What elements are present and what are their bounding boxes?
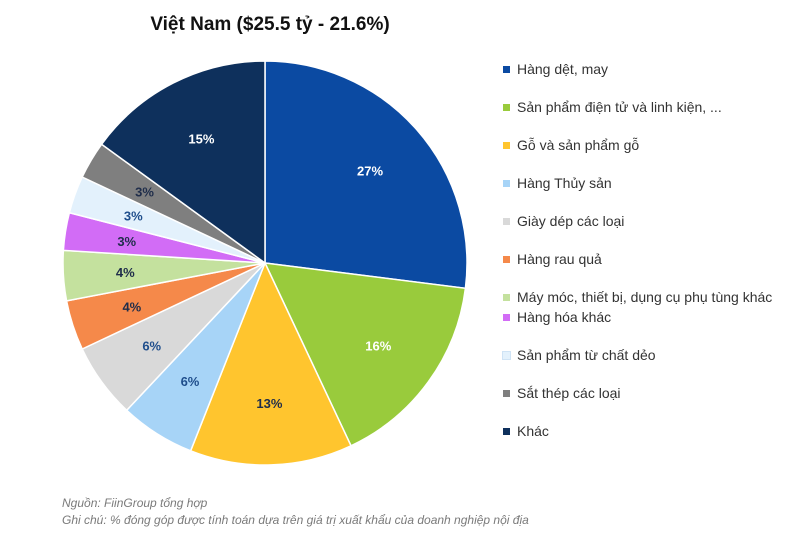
legend-item-2: Sản phẩm điện tử và linh kiện, ... (503, 98, 788, 116)
legend-swatch (503, 294, 510, 301)
legend-swatch (503, 314, 510, 321)
legend-label: Hàng dệt, may (517, 61, 609, 77)
slice-value-label-5: 6% (142, 338, 161, 353)
legend-item-8: Hàng hóa khác (503, 308, 788, 326)
legend-label: Khác (517, 423, 549, 439)
pie-slices (62, 60, 468, 466)
legend-item-11: Khác (503, 422, 788, 440)
legend-item-9: Sản phẩm từ chất dẻo (502, 346, 788, 364)
legend-item-4: Hàng Thủy sản (503, 174, 788, 192)
legend-swatch (503, 66, 510, 73)
legend-swatch (503, 180, 510, 187)
legend-swatch (503, 256, 510, 263)
legend-item-1: Hàng dệt, may (503, 60, 788, 78)
pie-slice-2 (263, 262, 467, 447)
slice-value-label-10: 3% (135, 185, 154, 200)
legend-label: Sản phẩm điện tử và linh kiện, ... (517, 99, 722, 115)
legend-label: Sản phẩm từ chất dẻo (517, 347, 656, 363)
legend-label: Máy móc, thiết bị, dụng cụ phụ tùng khác (517, 289, 773, 305)
legend-label: Gỗ và sản phẩm gỗ (517, 137, 640, 153)
legend-swatch (502, 351, 511, 360)
slice-value-label-2: 16% (365, 338, 391, 353)
slice-value-label-4: 6% (181, 374, 200, 389)
legend-label: Hàng hóa khác (517, 309, 612, 325)
slice-value-label-1: 27% (357, 163, 383, 178)
pie-chart: 27% 16% 13% 6% 6% 4% 4% 3% 3% 3% 15% (62, 60, 468, 466)
pie-slice-labels: 27% 16% 13% 6% 6% 4% 4% 3% 3% 3% 15% (116, 131, 392, 411)
legend-item-5: Giày dép các loại (503, 212, 788, 230)
pie-slice-3 (189, 261, 353, 466)
chart-title: Việt Nam ($25.5 tỷ - 21.6%) (150, 14, 390, 35)
legend-swatch (503, 390, 510, 397)
slice-value-label-7: 4% (116, 265, 135, 280)
legend-label: Giày dép các loại (517, 213, 625, 229)
legend-swatch (503, 218, 510, 225)
legend-swatch (503, 428, 510, 435)
chart-notes: Nguồn: FiinGroup tổng hợp Ghi chú: % đón… (62, 495, 529, 529)
slice-value-label-3: 13% (256, 396, 282, 411)
legend-item-10: Sắt thép các loại (503, 384, 788, 402)
footnote: Ghi chú: % đóng góp được tính toán dựa t… (62, 513, 529, 527)
pie-slice-1 (264, 60, 468, 290)
legend-label: Hàng Thủy sản (517, 175, 612, 191)
slice-value-label-11: 15% (188, 131, 214, 146)
legend-label: Hàng rau quả (517, 251, 602, 267)
slice-value-label-9: 3% (124, 209, 143, 224)
pie-slice-11 (100, 60, 266, 265)
legend-swatch (503, 142, 510, 149)
legend-item-7: Máy móc, thiết bị, dụng cụ phụ tùng khác (503, 288, 788, 306)
legend-label: Sắt thép các loại (517, 385, 621, 401)
legend-item-6: Hàng rau quả (503, 250, 788, 268)
slice-value-label-8: 3% (117, 234, 136, 249)
source-note: Nguồn: FiinGroup tổng hợp (62, 496, 208, 510)
legend-item-3: Gỗ và sản phẩm gỗ (503, 136, 788, 154)
slice-value-label-6: 4% (122, 299, 141, 314)
legend-swatch (503, 104, 510, 111)
chart-legend: Hàng dệt, may Sản phẩm điện tử và linh ki… (502, 60, 788, 460)
